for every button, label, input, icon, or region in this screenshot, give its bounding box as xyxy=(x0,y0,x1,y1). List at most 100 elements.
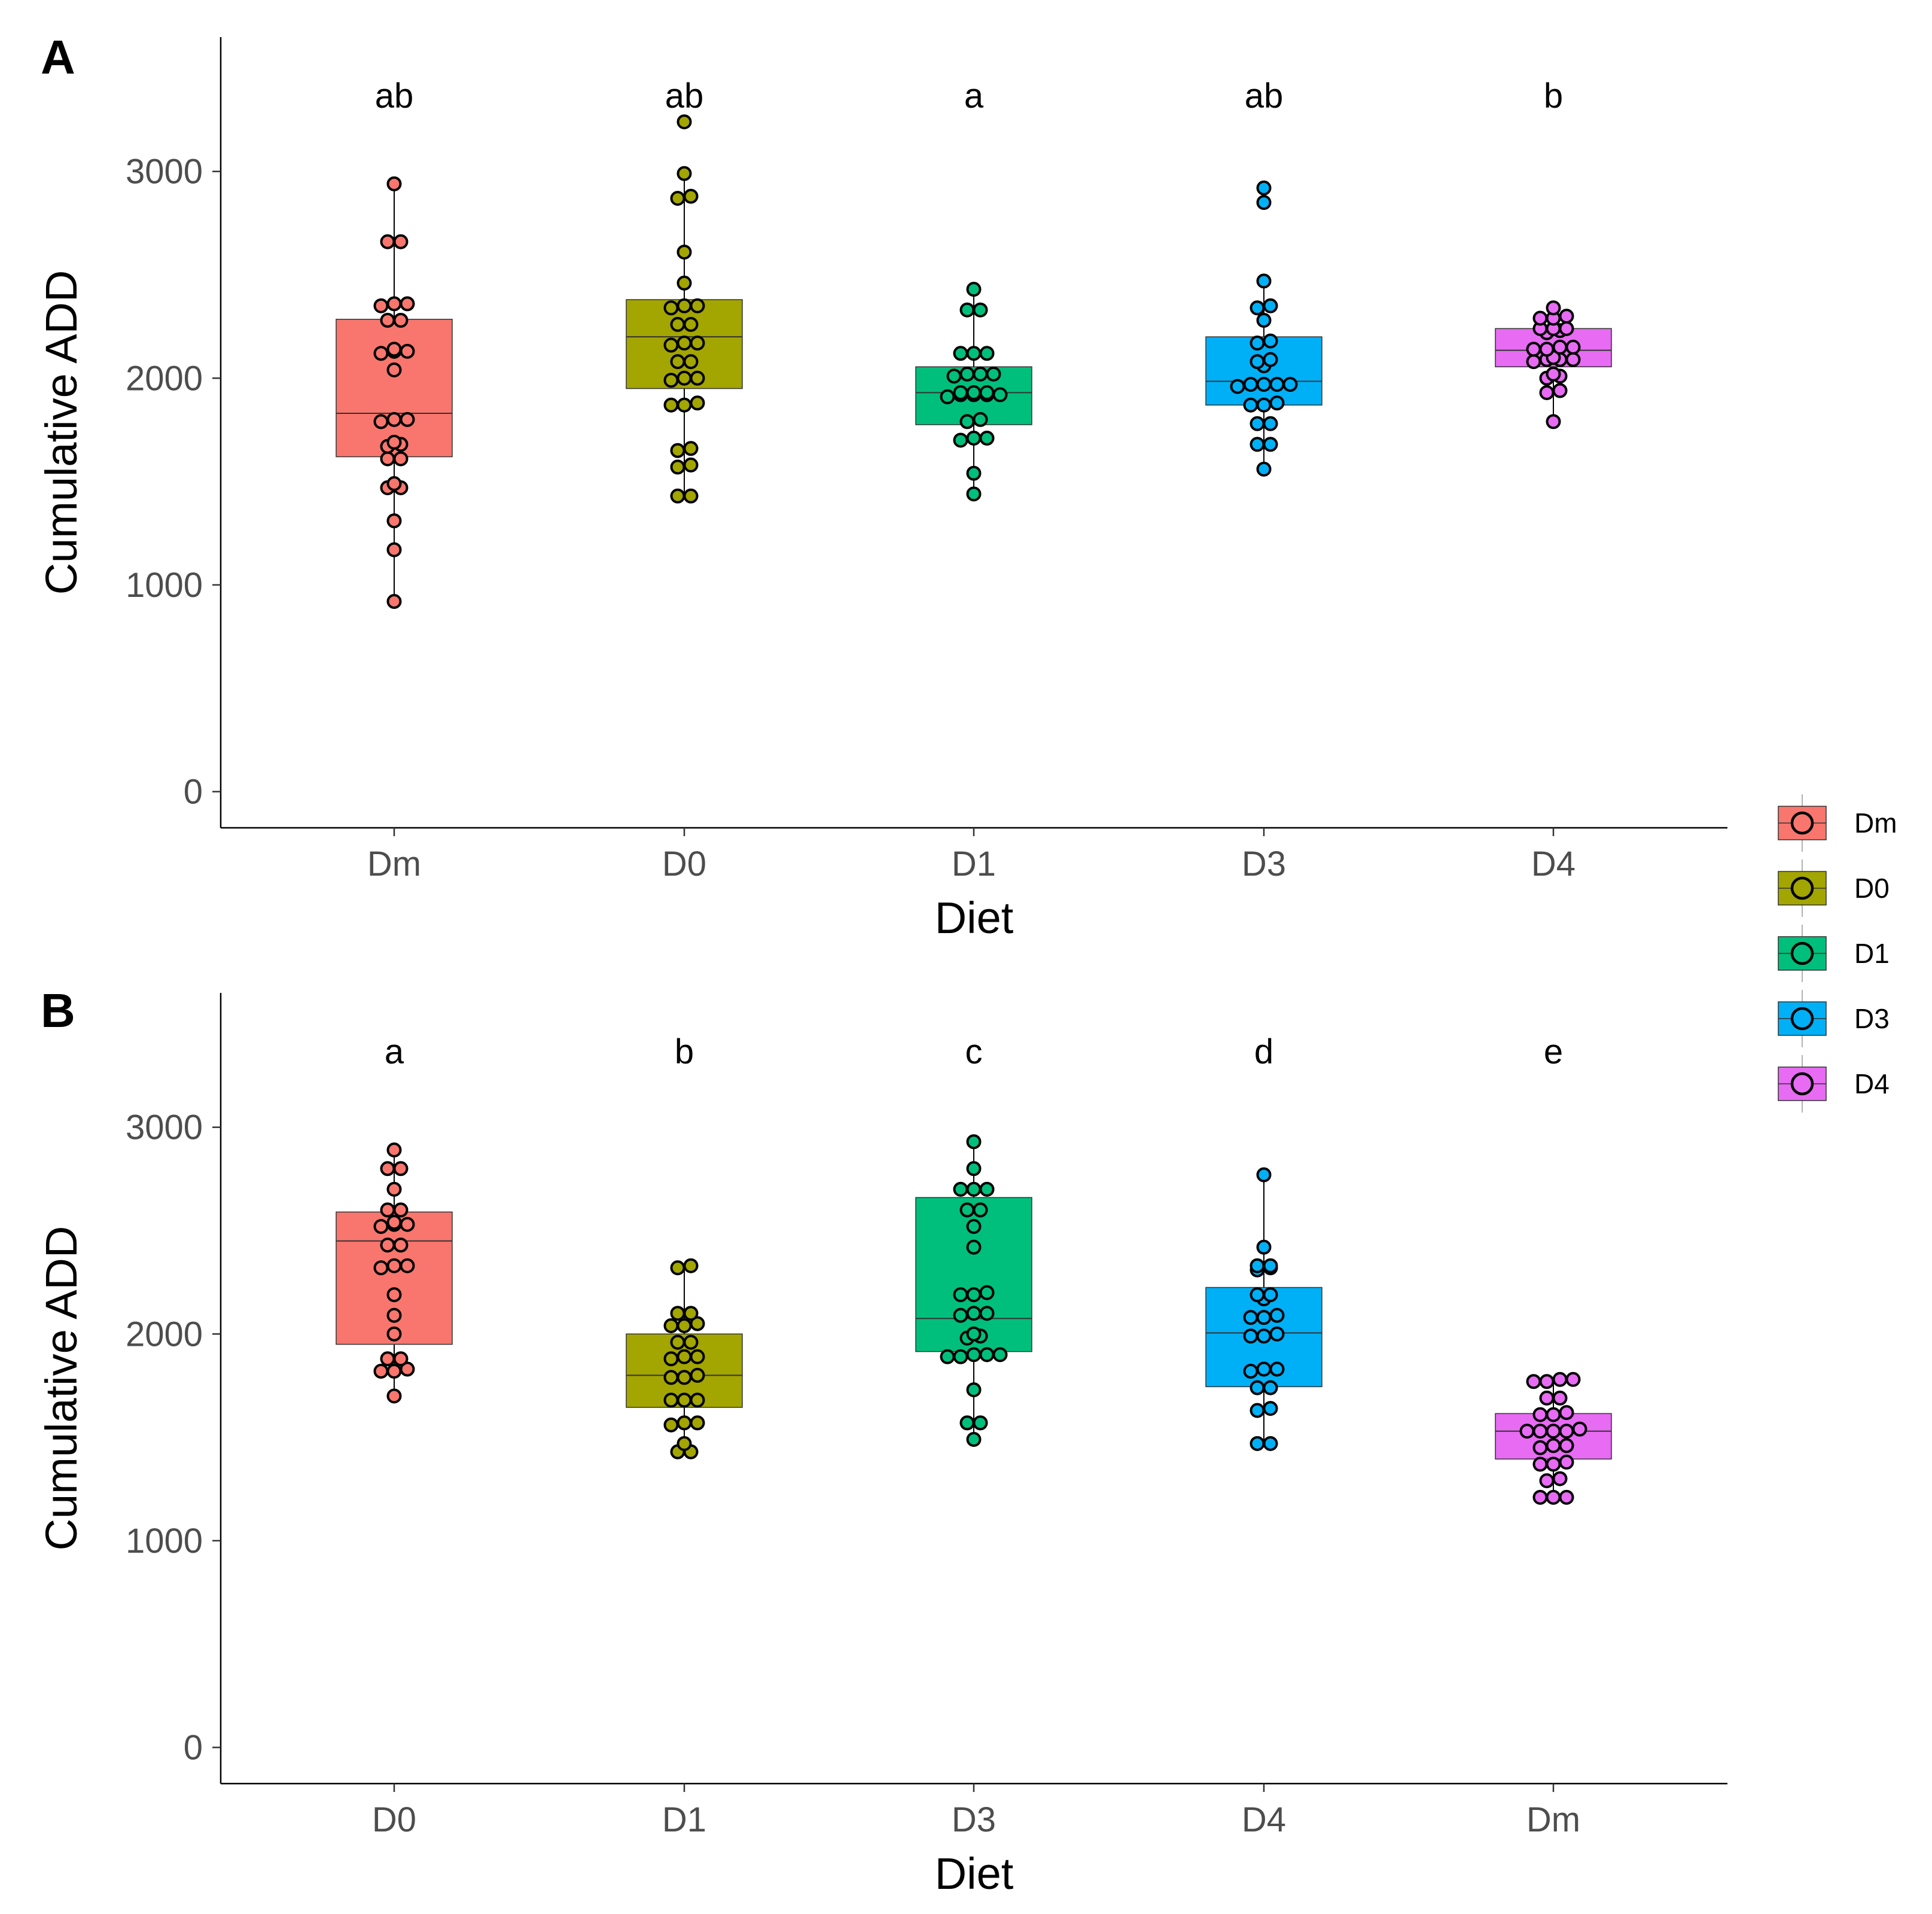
significance-letter: ab xyxy=(1245,77,1284,115)
data-point xyxy=(1263,333,1278,349)
data-point xyxy=(986,366,1001,382)
data-point xyxy=(1256,1239,1272,1255)
data-point xyxy=(1256,1310,1272,1325)
data-point xyxy=(683,1258,699,1273)
significance-letter: d xyxy=(1254,1032,1273,1071)
data-point xyxy=(380,313,395,328)
significance-letter: ab xyxy=(375,77,414,115)
box-group-d4: d xyxy=(1205,1032,1322,1451)
data-point xyxy=(1263,1401,1278,1416)
box-group-d3: ab xyxy=(1205,77,1322,477)
y-tick-label: 3000 xyxy=(126,1108,203,1147)
data-point xyxy=(1269,395,1285,411)
data-point xyxy=(1559,1438,1574,1453)
data-point xyxy=(373,1363,389,1379)
data-point xyxy=(979,346,995,361)
legend-item-d1: D1 xyxy=(1778,925,1890,982)
data-point xyxy=(690,1415,705,1431)
x-tick-label: D1 xyxy=(662,1800,706,1839)
data-point xyxy=(1532,1440,1548,1455)
data-point xyxy=(979,431,995,446)
data-point xyxy=(1526,1374,1541,1389)
data-point xyxy=(1269,1308,1285,1323)
data-point xyxy=(1532,1424,1548,1439)
data-point xyxy=(386,1181,402,1197)
data-point xyxy=(1559,1405,1574,1421)
data-point xyxy=(966,346,982,361)
data-point xyxy=(400,343,415,359)
data-point xyxy=(1546,1407,1561,1422)
data-point xyxy=(1552,1390,1568,1406)
box-group-d0: a xyxy=(336,1032,453,1404)
data-point xyxy=(400,1361,415,1377)
data-point xyxy=(953,385,968,400)
data-point xyxy=(1256,194,1272,210)
data-point xyxy=(683,1334,699,1350)
data-point xyxy=(373,1260,389,1276)
data-point xyxy=(979,1285,995,1300)
y-axis-title: Cumulative ADD xyxy=(36,1226,86,1551)
data-point xyxy=(683,457,699,473)
data-point xyxy=(386,1363,402,1379)
data-point xyxy=(1256,1167,1272,1182)
legend-label: D1 xyxy=(1854,938,1890,969)
data-point xyxy=(966,1181,982,1197)
data-point xyxy=(676,1436,692,1451)
data-point xyxy=(1546,1438,1561,1453)
data-point xyxy=(1519,1424,1535,1439)
data-point xyxy=(1263,437,1278,452)
data-point xyxy=(676,1318,692,1333)
panel-b: 0 1000 2000 3000 D0 D1 D3 D4 Dm Diet Cumulative AD… xyxy=(36,984,1727,1898)
data-point xyxy=(1250,1287,1265,1303)
data-point xyxy=(1256,1361,1272,1377)
data-point xyxy=(670,1334,685,1350)
data-point xyxy=(1250,336,1265,351)
legend-item-d3: D3 xyxy=(1778,990,1890,1047)
data-point xyxy=(393,1238,409,1253)
data-point xyxy=(393,1351,409,1367)
x-tick-label: D4 xyxy=(1531,845,1576,883)
x-tick-label: Dm xyxy=(367,845,421,883)
data-point xyxy=(1256,180,1272,196)
legend-item-dm: Dm xyxy=(1778,794,1897,852)
data-point xyxy=(380,1238,395,1253)
data-point xyxy=(973,1415,988,1431)
data-point xyxy=(676,370,692,386)
data-point xyxy=(683,188,699,204)
data-point xyxy=(1256,273,1272,289)
legend-key-dot xyxy=(1790,811,1814,835)
data-point xyxy=(966,1432,982,1447)
data-point xyxy=(670,191,685,206)
data-point xyxy=(1546,1456,1561,1472)
data-point xyxy=(373,1219,389,1235)
data-point xyxy=(1256,397,1272,413)
data-point xyxy=(979,385,995,400)
legend: Dm D0 D1 D3 D4 xyxy=(1778,794,1897,1113)
data-point xyxy=(940,1349,955,1364)
legend-label: Dm xyxy=(1854,807,1897,839)
data-point xyxy=(676,1370,692,1385)
data-point xyxy=(1546,1489,1561,1505)
data-point xyxy=(676,1392,692,1408)
significance-letter: b xyxy=(675,1032,694,1071)
data-point xyxy=(683,1306,699,1321)
data-point xyxy=(979,1306,995,1321)
data-point xyxy=(1263,1287,1278,1303)
data-point xyxy=(1250,1380,1265,1395)
data-point xyxy=(380,1351,395,1367)
data-point xyxy=(1559,321,1574,336)
data-point xyxy=(1559,1455,1574,1470)
data-point xyxy=(1546,300,1561,316)
box-group-dm: e xyxy=(1495,1032,1612,1505)
legend-key-dot xyxy=(1790,1072,1814,1096)
data-point xyxy=(690,298,705,313)
data-point xyxy=(690,336,705,351)
data-point xyxy=(676,1349,692,1364)
data-point xyxy=(386,1142,402,1158)
data-point xyxy=(386,513,402,529)
data-point xyxy=(966,1287,982,1303)
data-point xyxy=(1263,1258,1278,1273)
y-tick-label: 1000 xyxy=(126,566,203,605)
data-point xyxy=(1526,342,1541,357)
data-point xyxy=(1263,416,1278,431)
